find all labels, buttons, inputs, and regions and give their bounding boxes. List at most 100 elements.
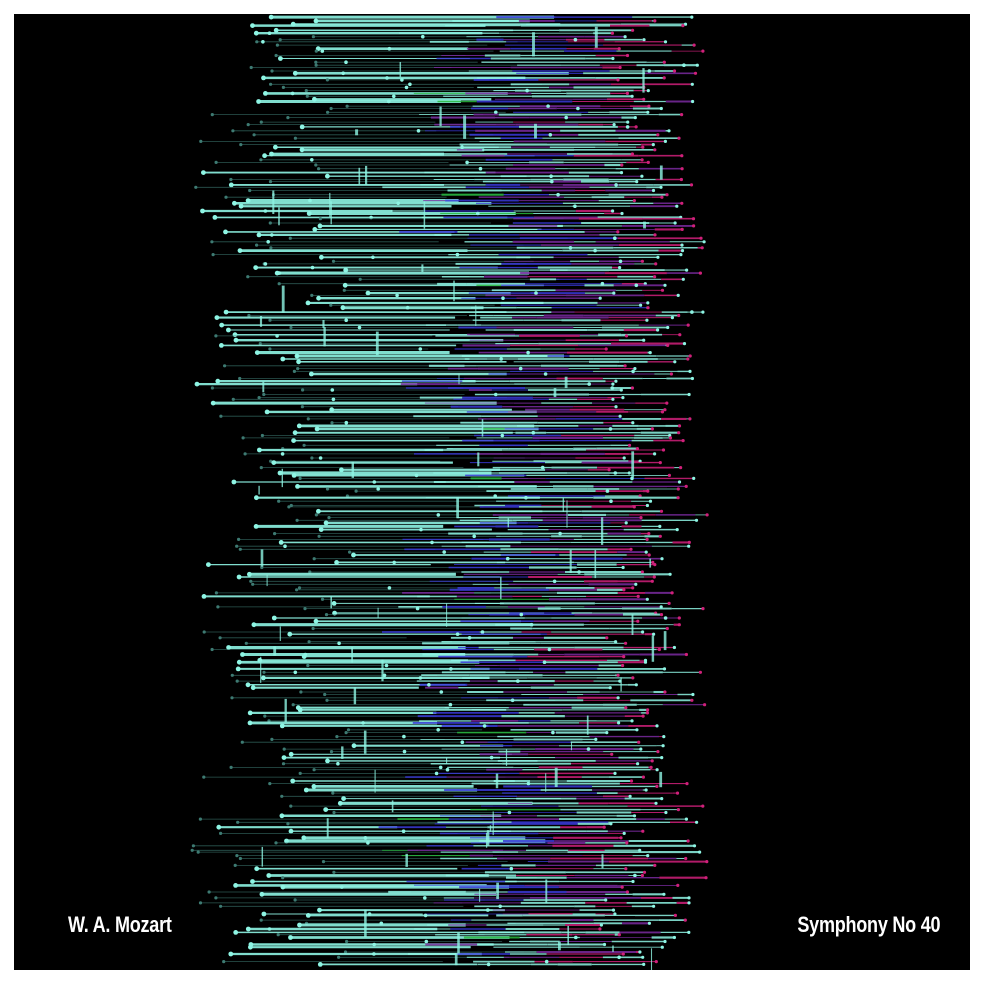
note-start-dot [290,778,296,784]
note-start-dot [330,421,334,425]
note-dot [625,125,630,129]
note-dot [430,540,434,545]
note-end-dot [646,110,650,114]
note-end-dot [660,410,665,414]
note-start-dot [278,56,283,61]
note-end-dot [639,303,643,307]
note-start-dot [235,666,241,672]
note-end-dot [667,601,671,606]
note-end-dot [646,489,650,493]
note-dot [498,904,503,909]
note-end-dot [636,594,640,599]
note-end-dot [646,708,650,712]
note-end-dot [618,65,622,70]
note-start-dot [238,203,244,209]
note-start-dot [247,571,252,577]
note-start-dot [235,854,239,858]
note-end-dot [630,94,634,98]
note-end-dot [646,854,650,858]
note-start-dot [334,560,339,565]
note-start-dot [262,153,267,159]
note-start-dot [232,200,237,206]
note-end-dot [652,575,656,579]
note-end-dot [605,731,609,735]
note-end-dot [621,663,625,668]
note-end-dot [631,676,635,680]
note-end-dot [631,586,635,590]
note-end-dot [620,211,624,216]
note-start-dot [339,467,344,473]
note-dot [476,211,480,216]
note-start-dot [309,371,314,377]
note-end-dot [670,591,674,595]
note-start-dot [257,447,262,453]
note-dot [510,698,515,703]
note-start-dot [236,820,240,824]
note-end-dot [627,471,631,475]
note-start-dot [224,195,228,199]
note-start-dot [212,215,218,220]
note-start-dot [318,527,324,532]
note-dot [387,46,392,51]
note-start-dot [295,484,300,489]
note-dot [414,473,419,478]
note-start-dot [259,891,265,897]
note-end-dot [614,379,618,383]
note-start-dot [314,426,320,432]
note-end-dot [611,56,615,61]
note-dot [445,767,450,772]
note-start-dot [271,460,277,465]
note-end-dot [642,870,647,874]
note-end-dot [622,831,626,836]
note-start-dot [226,327,231,333]
note-start-dot [280,884,286,890]
note-dot [261,40,265,44]
note-dot [634,283,639,288]
note-start-dot [246,275,250,279]
note-start-dot [190,848,194,852]
note-end-dot [631,28,635,32]
note-end-dot [672,935,677,940]
note-end-dot [695,820,699,824]
note-end-dot [690,15,694,19]
note-start-dot [289,503,293,508]
note-end-dot [635,728,639,732]
note-end-dot [645,537,649,542]
note-start-dot [329,106,333,111]
note-end-dot [665,193,669,197]
note-start-dot [342,282,348,288]
note-start-dot [235,544,239,548]
note-end-dot [607,468,611,472]
note-start-dot [223,364,227,368]
note-end-dot [653,233,657,237]
note-dot [392,560,397,565]
note-start-dot [269,246,273,250]
note-dot [505,556,510,561]
note-start-dot [281,85,285,89]
note-end-dot [653,19,657,23]
note-end-dot [660,756,664,760]
note-end-dot [602,825,606,829]
note-dot [318,456,323,460]
note-start-dot [325,487,330,491]
note-end-dot [698,271,703,275]
note-dot [630,476,634,481]
note-end-dot [692,844,697,848]
note-end-dot [612,123,616,127]
note-end-dot [616,230,620,234]
note-start-dot [236,574,242,580]
note-start-dot [279,723,285,729]
note-start-dot [259,466,263,470]
note-start-dot [219,831,223,836]
note-dot [574,935,578,940]
note-end-dot [684,484,688,488]
note-end-dot [629,779,634,783]
note-start-dot [331,259,336,263]
note-start-dot [345,104,349,108]
note-start-dot [261,675,266,681]
note-end-dot [691,99,695,104]
note-end-dot [624,334,629,338]
note-start-dot [218,636,222,640]
note-start-dot [228,182,234,188]
note-start-dot [196,850,200,854]
